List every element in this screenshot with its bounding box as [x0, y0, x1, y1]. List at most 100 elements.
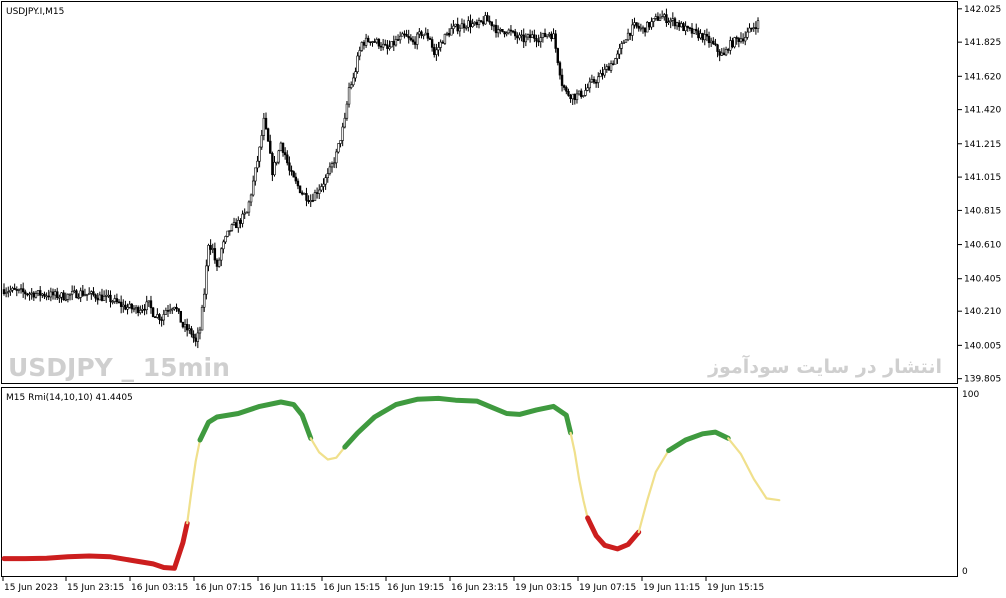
candle-body	[479, 20, 483, 22]
candle-body	[88, 293, 91, 295]
candle-body	[597, 76, 600, 83]
candle-body	[281, 142, 285, 153]
rmi-segment-up	[342, 395, 574, 450]
candle-body	[426, 32, 430, 39]
candle-body	[635, 22, 638, 27]
candle-body	[283, 152, 287, 156]
candle-body	[552, 33, 555, 40]
candle-body	[66, 293, 70, 300]
candle-body	[618, 48, 621, 55]
price-axis: 142.025 141.825 141.620 141.420 141.215 141.0…	[958, 5, 1001, 385]
candle-body	[756, 20, 760, 30]
candle-body	[245, 211, 249, 214]
candle-body	[441, 41, 444, 44]
candle-body	[24, 291, 27, 295]
candle-body	[511, 30, 515, 33]
candle-body	[533, 34, 536, 39]
candle-body	[616, 53, 619, 59]
candle-body	[271, 153, 274, 176]
candle-body	[424, 32, 427, 36]
candle-body	[337, 143, 340, 153]
candle-body	[665, 14, 668, 24]
candle-body	[641, 27, 645, 30]
candle-body	[62, 292, 65, 301]
candle-body	[439, 41, 442, 48]
candle-body	[335, 151, 338, 164]
candle-body	[224, 236, 227, 243]
candle-body	[624, 39, 628, 43]
candle-body	[599, 73, 602, 78]
candle-body	[705, 34, 709, 37]
candle-body	[611, 63, 615, 65]
candle-body	[139, 310, 142, 313]
candle-body	[279, 142, 283, 152]
candle-body	[266, 128, 270, 142]
candle-body	[465, 26, 468, 29]
candle-body	[731, 40, 734, 48]
candle-body	[354, 71, 357, 79]
candle-body	[550, 33, 553, 40]
candle-body	[669, 20, 672, 22]
price-tick-label: 140.815	[964, 206, 1001, 216]
candle-body	[213, 248, 217, 261]
candle-body	[590, 79, 594, 83]
candle-body	[303, 193, 306, 195]
candle-body	[750, 27, 753, 30]
candle-body	[364, 37, 368, 46]
candle-body	[690, 27, 694, 34]
candle-body	[313, 192, 317, 202]
candle-body	[656, 16, 660, 21]
time-tick-label: 16 Jun 03:15	[131, 583, 188, 593]
candle-body	[724, 49, 728, 56]
candle-body	[300, 192, 304, 195]
candle-body	[548, 33, 551, 36]
candle-body	[735, 37, 738, 39]
candle-body	[575, 93, 579, 101]
candle-body	[332, 162, 336, 165]
candle-body	[522, 34, 525, 43]
candle-body	[418, 31, 421, 35]
indicator-panel-frame	[1, 387, 958, 577]
candle-body	[326, 173, 329, 178]
candle-body	[205, 265, 208, 295]
candle-body	[252, 180, 255, 196]
candle-body	[324, 177, 327, 185]
candle-body	[407, 36, 410, 39]
candle-body	[126, 307, 129, 310]
candle-body	[473, 21, 476, 24]
candle-body	[580, 90, 583, 97]
candle-body	[467, 20, 470, 28]
time-tick-label: 15 Jun 23:15	[67, 583, 124, 593]
candle-body	[145, 301, 148, 311]
candle-body	[17, 289, 21, 291]
candle-body	[637, 25, 640, 29]
candle-body	[720, 52, 724, 56]
candle-body	[239, 220, 242, 224]
candle-body	[729, 40, 732, 51]
candle-body	[113, 298, 116, 302]
candle-body	[92, 291, 95, 296]
candle-body	[311, 200, 315, 202]
candle-body	[196, 332, 200, 342]
time-tick-label: 19 Jun 07:15	[579, 583, 636, 593]
time-tick-label: 16 Jun 07:15	[195, 583, 252, 593]
candle-body	[305, 193, 308, 201]
rmi-segment-neutral	[309, 437, 346, 461]
candle-body	[678, 22, 681, 28]
time-tick-label: 15 Jun 2023	[4, 583, 58, 593]
price-tick-label: 139.805	[964, 375, 1001, 385]
candle-body	[609, 63, 613, 71]
candle-body	[477, 20, 481, 25]
candle-body	[682, 23, 685, 32]
candle-body	[667, 21, 670, 24]
candle-body	[398, 35, 402, 41]
candle-body	[124, 304, 127, 310]
candle-body	[237, 220, 240, 229]
candle-body	[471, 23, 474, 27]
candle-body	[673, 18, 677, 27]
candle-body	[680, 23, 683, 28]
candle-body	[198, 329, 202, 334]
candle-body	[290, 170, 293, 172]
candle-body	[360, 42, 364, 51]
price-tick-label: 141.420	[964, 106, 1001, 116]
